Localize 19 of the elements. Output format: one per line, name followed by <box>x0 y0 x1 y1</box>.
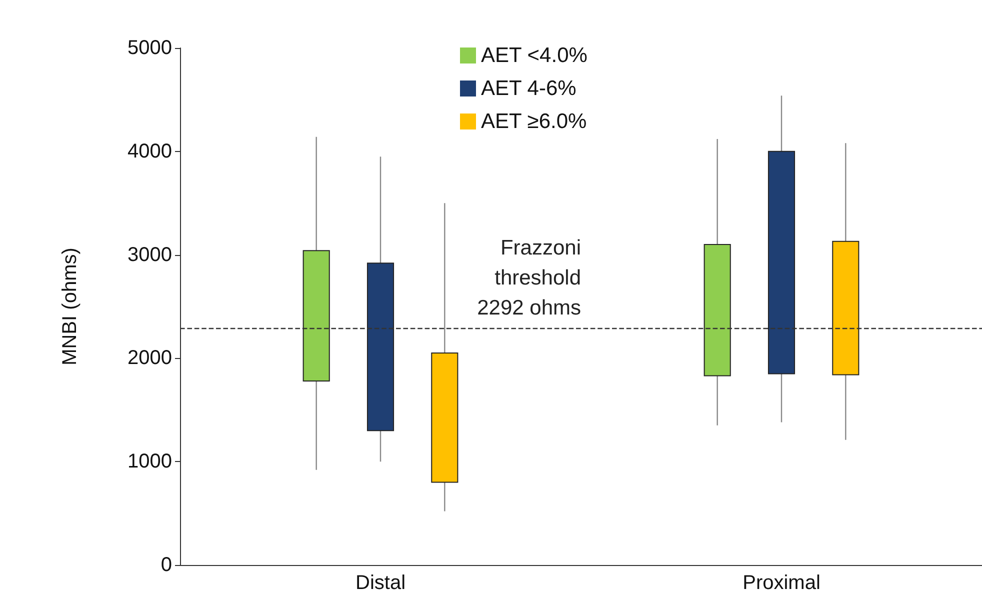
bar <box>431 352 458 483</box>
bar <box>302 250 330 382</box>
y-tick-label: 1000 <box>128 450 172 473</box>
legend-label: AET 4-6% <box>481 77 576 100</box>
x-tick-label: Distal <box>355 572 406 594</box>
bar <box>704 244 731 376</box>
y-axis-title: MNBI (ohms) <box>59 248 81 366</box>
bar <box>366 262 394 432</box>
y-tick-label: 3000 <box>128 244 172 266</box>
bar <box>832 240 860 376</box>
y-tick-label: 2000 <box>128 347 172 370</box>
ref-line-label: Frazzoni threshold 2292 ohms <box>477 236 581 320</box>
y-tick-label: 4000 <box>128 140 172 162</box>
legend-label: AET <4.0% <box>481 44 588 67</box>
bar <box>768 150 796 374</box>
legend-label: AET ≥6.0% <box>481 110 587 133</box>
y-tick-label: 0 <box>160 554 172 576</box>
x-tick-label: Proximal <box>742 572 820 594</box>
y-tick-label: 5000 <box>128 37 172 59</box>
